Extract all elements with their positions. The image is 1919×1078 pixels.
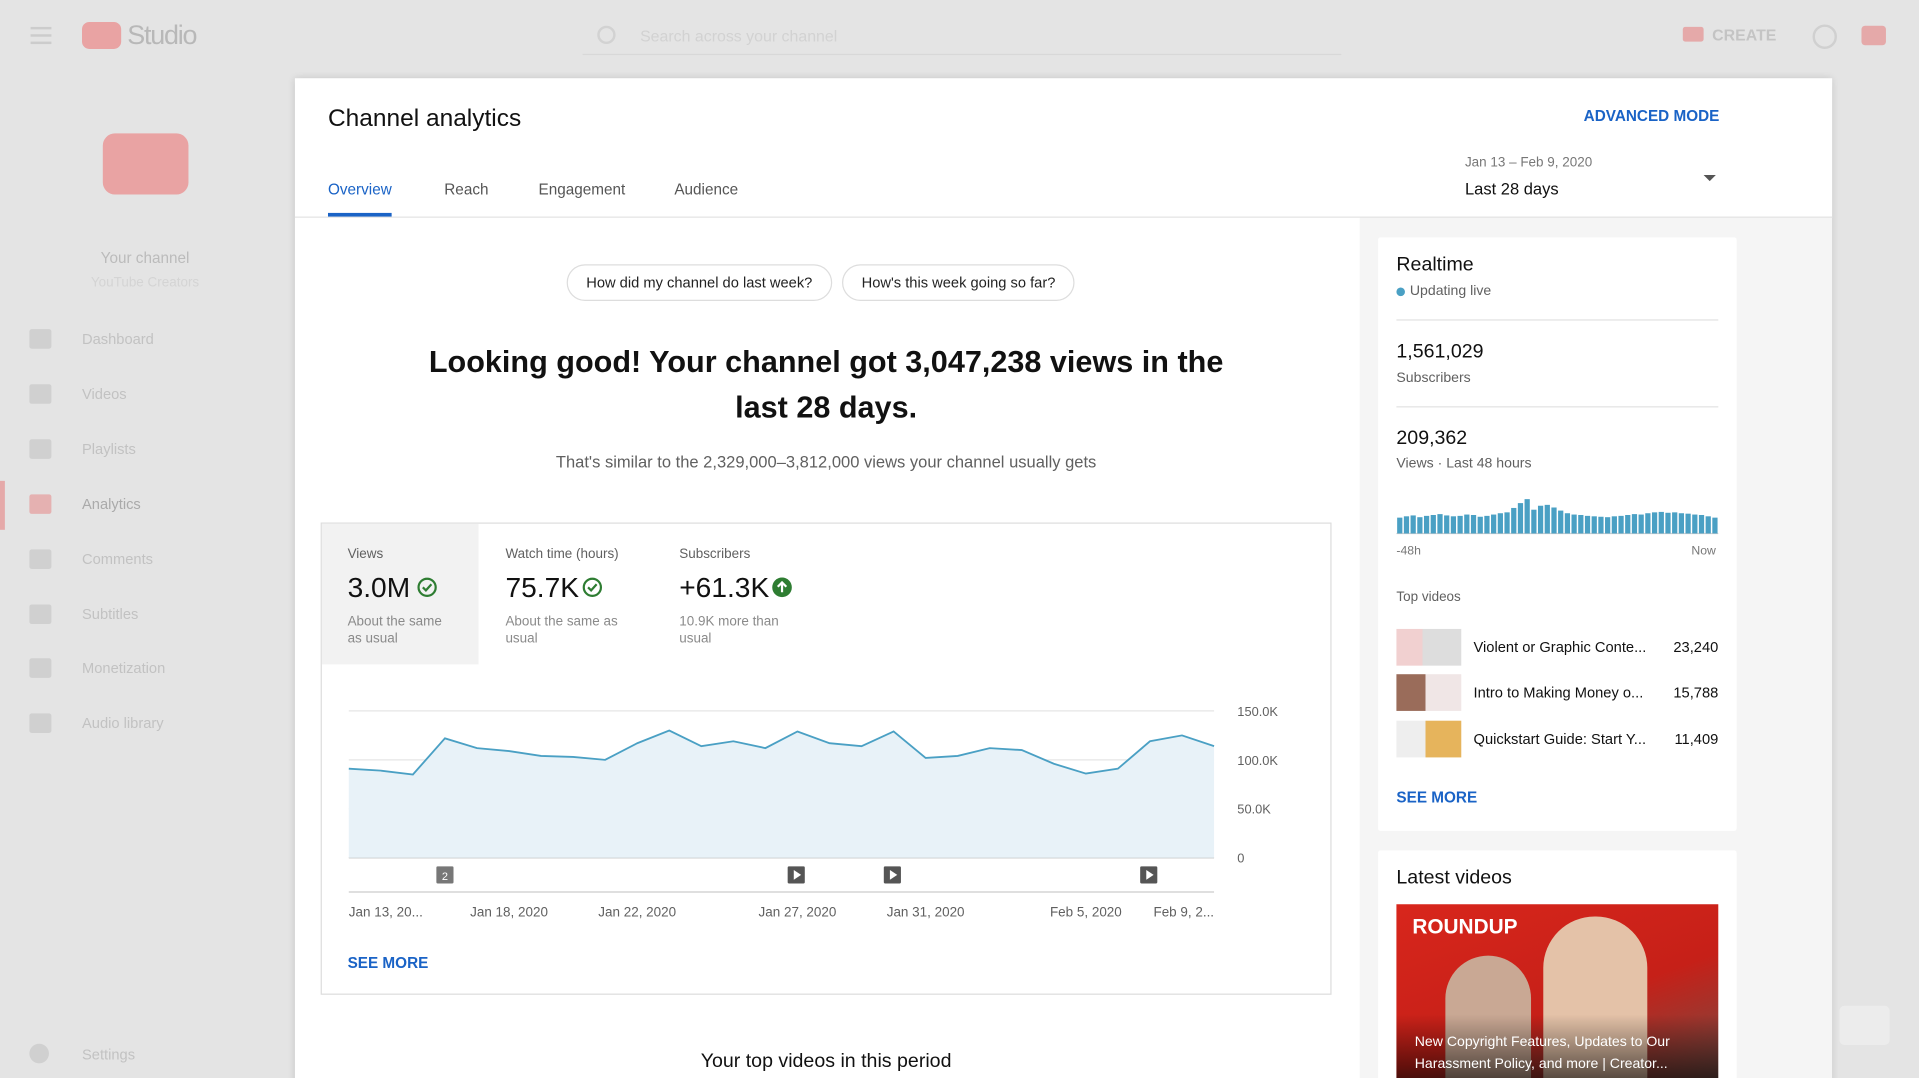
nav-settings[interactable]: Settings — [81, 1046, 136, 1064]
tab[interactable]: Reach — [444, 181, 489, 199]
video-title[interactable]: Intro to Making Money o... — [1473, 683, 1644, 702]
video-title[interactable]: Quickstart Guide: Start Y... — [1473, 730, 1647, 748]
metric-label: Subscribers — [679, 546, 751, 562]
video-thumbnail[interactable] — [1396, 674, 1462, 711]
divider — [1396, 319, 1719, 321]
nav-icon — [29, 384, 52, 404]
video-thumbnail[interactable] — [1396, 904, 1719, 1078]
realtime-title: Realtime — [1396, 254, 1474, 276]
views-label: Views · Last 48 hours — [1396, 456, 1532, 472]
floating-player-icon[interactable] — [1839, 1005, 1890, 1045]
metric-note: 10.9K more than usual — [679, 614, 779, 647]
metric-value: +61.3K — [679, 571, 770, 604]
nav-icon — [29, 603, 52, 624]
nav-item[interactable]: Subtitles — [81, 605, 139, 623]
nav-icon — [29, 493, 52, 514]
nav-item[interactable]: Monetization — [81, 660, 166, 678]
video-thumbnail[interactable] — [1396, 628, 1462, 666]
search-box[interactable] — [582, 17, 1342, 56]
advanced-mode-button[interactable]: ADVANCED MODE — [1583, 107, 1720, 125]
latest-videos-title: Latest videos — [1396, 867, 1512, 889]
subscriber-label: Subscribers — [1396, 370, 1471, 386]
nav-item[interactable]: Analytics — [81, 495, 141, 513]
prompt-chip[interactable]: How did my channel do last week? — [566, 264, 832, 302]
nav-item[interactable]: Playlists — [81, 440, 136, 458]
nav-item[interactable]: Comments — [81, 550, 154, 568]
nav-item[interactable]: Videos — [81, 385, 127, 403]
views-count: 209,362 — [1396, 428, 1468, 450]
status-up-icon — [772, 577, 792, 598]
video-title[interactable]: Violent or Graphic Conte... — [1473, 638, 1647, 656]
panel-header — [294, 78, 1833, 218]
page-title: Channel analytics — [327, 105, 522, 133]
thumbnail-shade — [1396, 1014, 1719, 1078]
metric-label: Views — [347, 546, 384, 562]
video-views: 15,788 — [1673, 683, 1719, 702]
nav-item[interactable]: Dashboard — [81, 330, 154, 348]
nav-icon — [29, 439, 52, 459]
divider — [1396, 406, 1719, 408]
sparkline-start-label: -48h — [1396, 544, 1421, 558]
channel-title[interactable]: Your channel — [100, 249, 190, 267]
channel-avatar[interactable] — [102, 133, 189, 195]
help-icon[interactable] — [1812, 24, 1837, 49]
headline: Looking good! Your channel got 3,047,238… — [428, 345, 1224, 425]
subscriber-count: 1,561,029 — [1396, 341, 1484, 363]
search-placeholder[interactable]: Search across your channel — [640, 26, 838, 46]
period-selector[interactable]: Last 28 days — [1464, 179, 1559, 199]
tab[interactable]: Audience — [674, 181, 739, 199]
account-icon[interactable] — [1861, 25, 1886, 46]
status-check-icon — [582, 577, 603, 597]
tab[interactable]: Engagement — [538, 181, 626, 199]
live-status: Updating live — [1409, 283, 1492, 299]
nav-icon — [29, 548, 52, 569]
video-thumbnail[interactable] — [1396, 720, 1462, 758]
nav-active-indicator — [0, 480, 5, 530]
metric-value: 75.7K — [505, 571, 580, 604]
metric-value: 3.0M — [347, 571, 411, 604]
live-dot — [1396, 287, 1405, 297]
subhead: That's similar to the 2,329,000–3,812,00… — [555, 452, 1097, 472]
metric-note: About the same as usual — [505, 614, 618, 647]
video-views: 11,409 — [1674, 730, 1719, 748]
metric-label: Watch time (hours) — [505, 546, 619, 562]
latest-video-title[interactable]: New Copyright Features, Updates to Our H… — [1414, 1035, 1670, 1072]
section-title: Your top videos in this period — [700, 1051, 952, 1072]
menu-icon[interactable] — [30, 26, 52, 45]
date-range[interactable]: Jan 13 – Feb 9, 2020 — [1464, 155, 1593, 171]
metric-note: About the same as usual — [347, 614, 442, 647]
tab-indicator — [327, 212, 392, 217]
nav-icon — [29, 658, 52, 679]
logo-text[interactable]: Studio — [127, 19, 197, 51]
nav-icon — [29, 329, 52, 349]
status-check-icon — [417, 577, 437, 597]
dropdown-arrow[interactable] — [1703, 174, 1716, 187]
nav-icon — [29, 713, 52, 734]
settings-icon — [29, 1043, 49, 1064]
video-views: 23,240 — [1673, 638, 1719, 656]
see-more-link[interactable]: SEE MORE — [1396, 789, 1478, 807]
see-more-link[interactable]: SEE MORE — [347, 954, 429, 972]
selected-metric-tab[interactable] — [321, 523, 479, 665]
tab[interactable]: Overview — [327, 181, 392, 199]
create-icon — [1682, 26, 1704, 42]
channel-name: YouTube Creators — [90, 275, 200, 290]
nav-item[interactable]: Audio library — [81, 714, 164, 733]
logo-icon — [81, 22, 122, 49]
top-videos-label: Top videos — [1396, 589, 1461, 605]
thumbnail-badge: ROUNDUP — [1412, 915, 1518, 939]
create-button[interactable]: CREATE — [1712, 25, 1777, 45]
prompt-chip[interactable]: How's this week going so far? — [842, 264, 1075, 302]
search-icon — [597, 25, 616, 45]
sparkline-end-label: Now — [1691, 544, 1716, 558]
